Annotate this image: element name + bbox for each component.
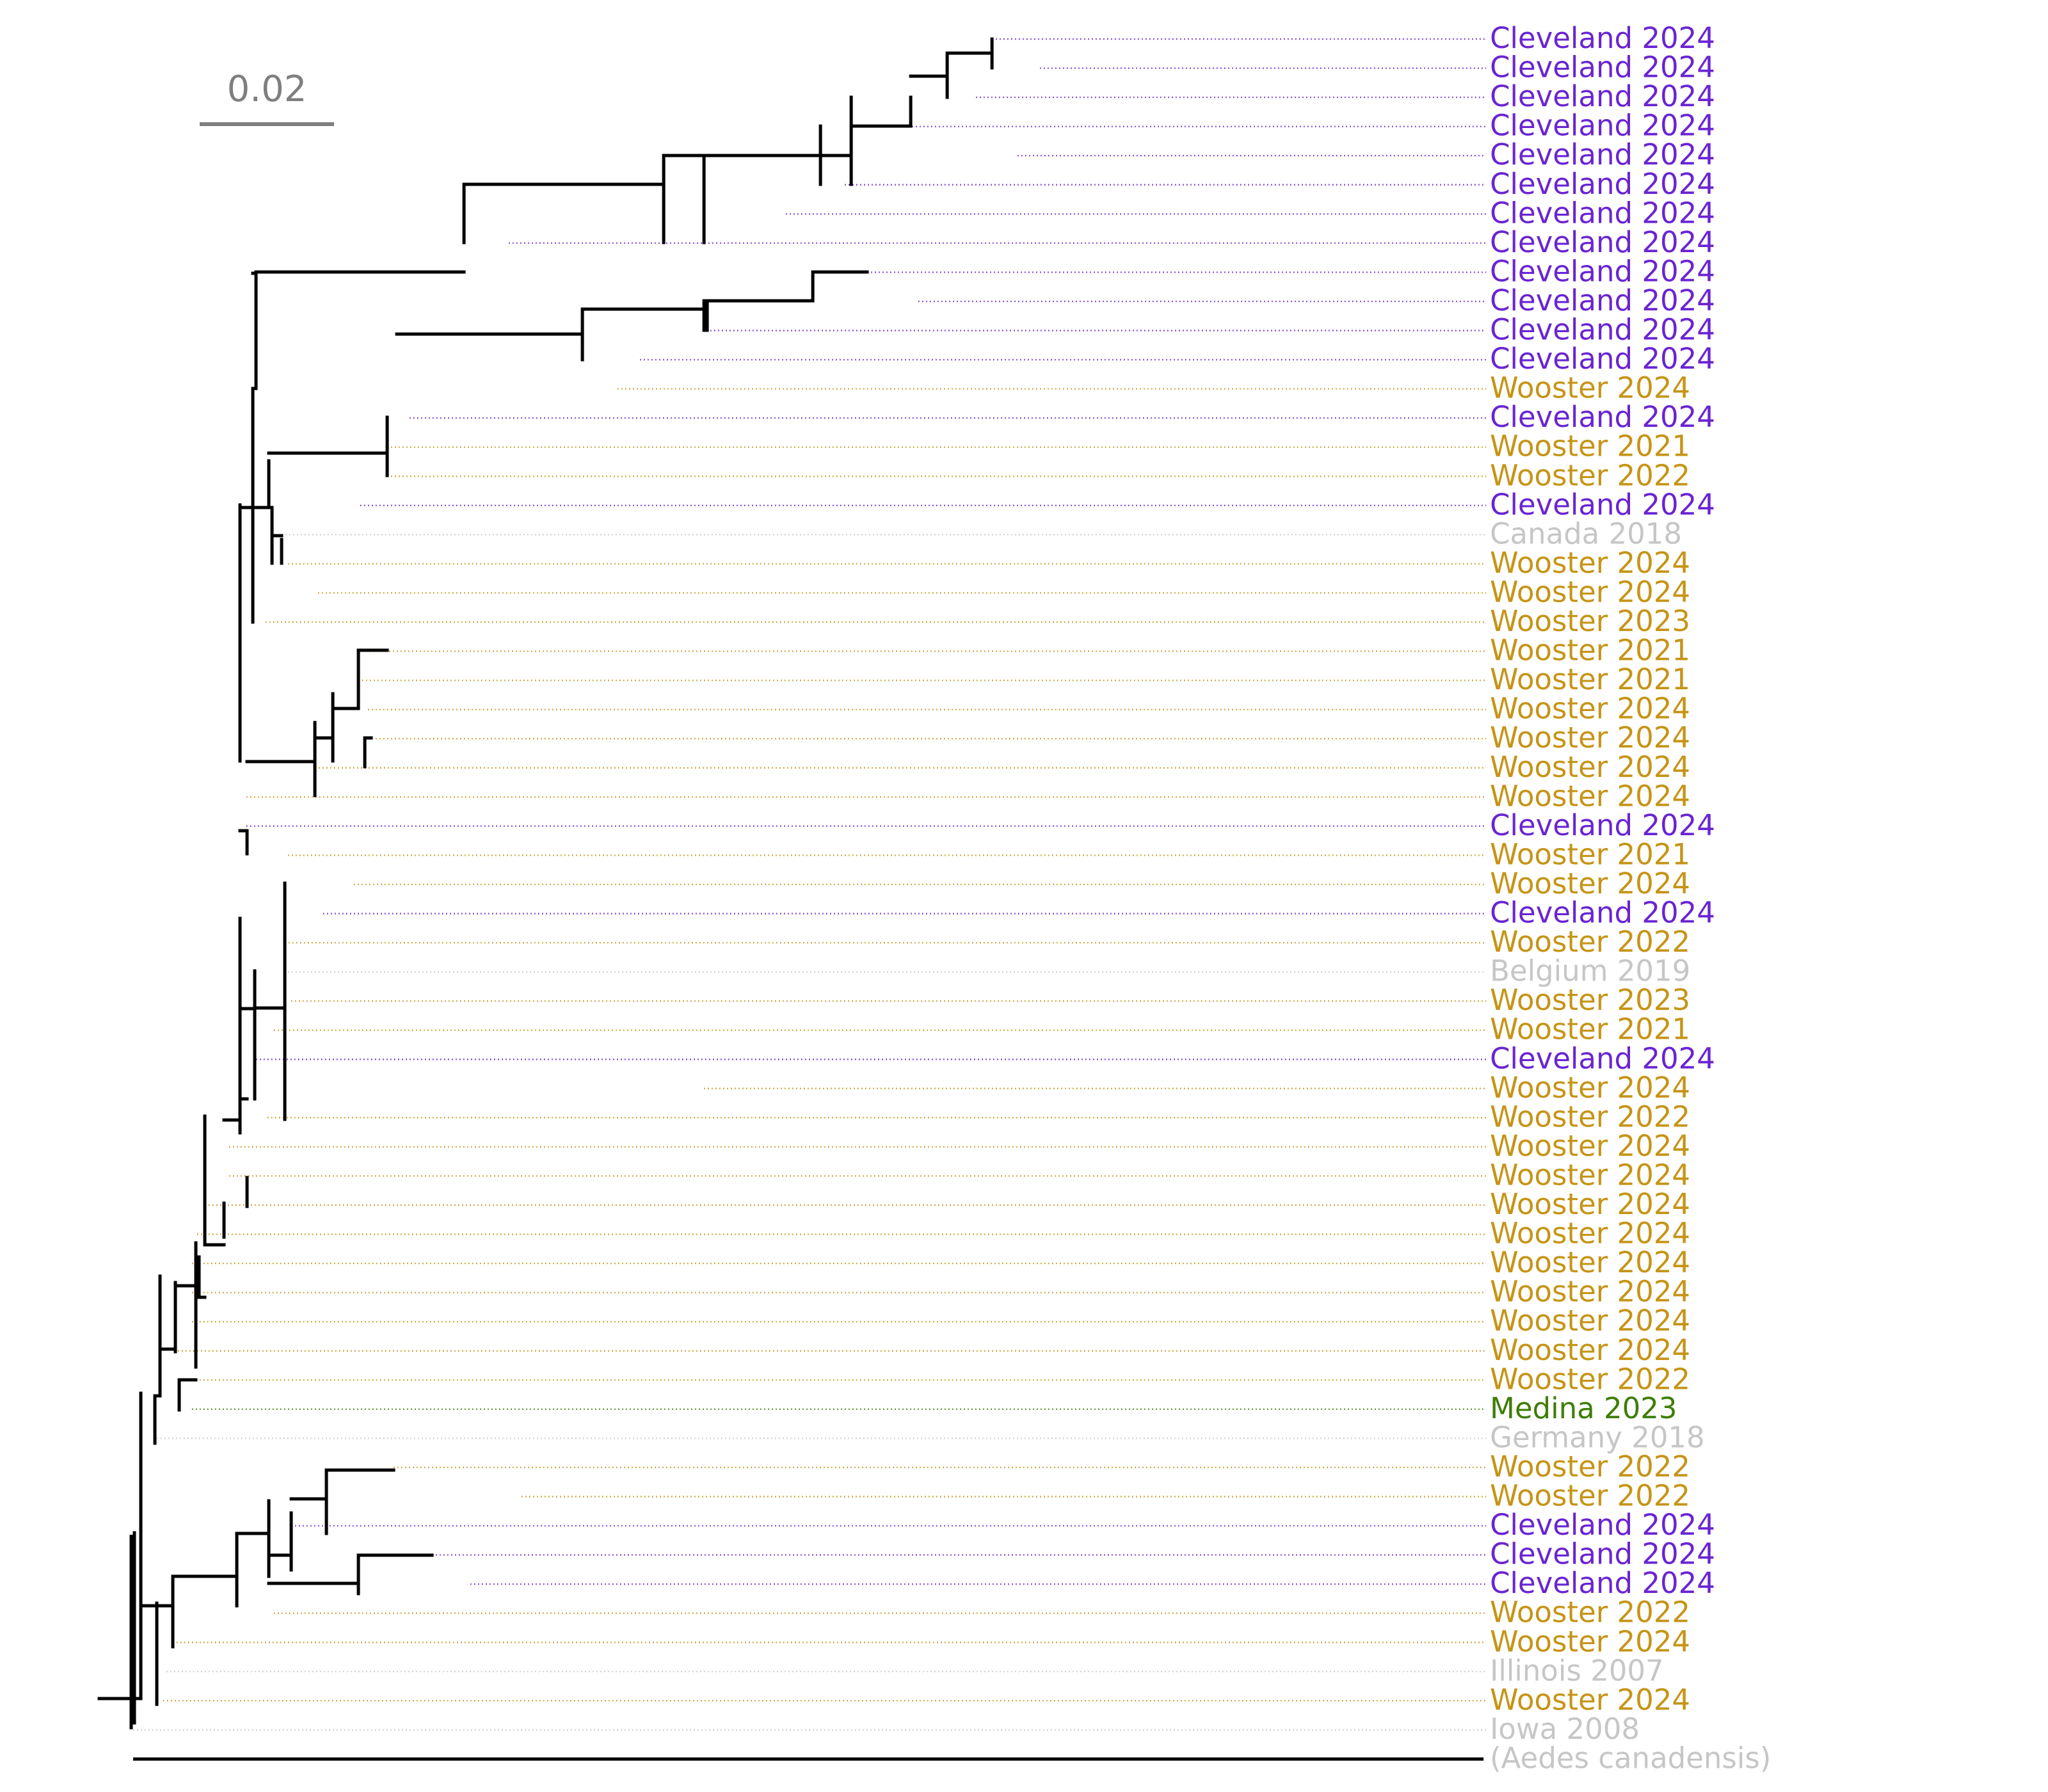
tip-label: Wooster 2024: [1490, 1275, 1690, 1309]
scale-bar-label: 0.02: [227, 68, 307, 110]
tip-label: Wooster 2022: [1490, 1479, 1690, 1513]
tip-leader-lines: [133, 38, 1486, 1731]
tip-label: Wooster 2024: [1490, 1333, 1690, 1367]
scale-bar: 0.02: [200, 68, 334, 126]
tip-label: Wooster 2024: [1490, 1245, 1690, 1279]
tip-label: Cleveland 2024: [1490, 109, 1715, 143]
tip-label: Cleveland 2024: [1490, 313, 1715, 347]
tip-label: Iowa 2008: [1490, 1712, 1640, 1746]
tip-label: Canada 2018: [1490, 516, 1682, 550]
tip-label: Cleveland 2024: [1490, 21, 1715, 55]
tip-label: Cleveland 2024: [1490, 1566, 1715, 1600]
tip-label: Cleveland 2024: [1490, 1041, 1715, 1075]
tip-label: Cleveland 2024: [1490, 225, 1715, 259]
tip-label: Cleveland 2024: [1490, 400, 1715, 434]
tip-label: Wooster 2024: [1490, 1304, 1690, 1338]
tip-label: Cleveland 2024: [1490, 808, 1715, 842]
tip-label: Wooster 2024: [1490, 546, 1690, 580]
tip-label: Wooster 2022: [1490, 1450, 1690, 1484]
tip-label: Cleveland 2024: [1490, 1508, 1715, 1542]
tip-label: Cleveland 2024: [1490, 79, 1715, 113]
tip-label: Cleveland 2024: [1490, 51, 1715, 84]
tip-label: Belgium 2019: [1490, 954, 1690, 988]
tip-label: Wooster 2024: [1490, 692, 1690, 726]
tip-label: Wooster 2023: [1490, 983, 1690, 1017]
tip-label: Wooster 2024: [1490, 779, 1690, 813]
tip-label: Wooster 2021: [1490, 1012, 1690, 1046]
tip-label: Wooster 2022: [1490, 458, 1690, 492]
tip-label: Wooster 2024: [1490, 1683, 1690, 1716]
tip-label: Wooster 2023: [1490, 604, 1690, 638]
tip-label: Wooster 2024: [1490, 721, 1690, 755]
tip-label: Cleveland 2024: [1490, 284, 1715, 317]
tip-label: Germany 2018: [1490, 1420, 1705, 1454]
tip-label: Cleveland 2024: [1490, 488, 1715, 522]
tip-label: Wooster 2021: [1490, 634, 1690, 668]
tip-label: Wooster 2024: [1490, 750, 1690, 784]
tip-label: (Aedes canadensis): [1490, 1741, 1771, 1775]
tip-label: Cleveland 2024: [1490, 254, 1715, 288]
tip-label: Wooster 2024: [1490, 575, 1690, 609]
tree-branches: [97, 37, 1484, 1761]
tip-label: Wooster 2024: [1490, 1129, 1690, 1163]
tip-label: Cleveland 2024: [1490, 342, 1715, 376]
tip-label: Cleveland 2024: [1490, 167, 1715, 201]
tip-label: Wooster 2024: [1490, 1071, 1690, 1105]
tip-label: Wooster 2024: [1490, 371, 1690, 405]
tip-label: Wooster 2024: [1490, 1217, 1690, 1251]
tip-label: Wooster 2022: [1490, 1100, 1690, 1133]
tip-label: Wooster 2022: [1490, 1596, 1690, 1629]
tip-label: Medina 2023: [1490, 1391, 1677, 1425]
tip-label: Wooster 2024: [1490, 867, 1690, 900]
tip-label: Wooster 2024: [1490, 1187, 1690, 1221]
tip-label: Wooster 2021: [1490, 662, 1690, 696]
tip-label: Cleveland 2024: [1490, 138, 1715, 172]
tip-label: Illinois 2007: [1490, 1654, 1664, 1688]
tip-label: Wooster 2021: [1490, 429, 1690, 463]
tip-label: Wooster 2024: [1490, 1158, 1690, 1192]
tip-label: Cleveland 2024: [1490, 1537, 1715, 1571]
tip-label: Wooster 2021: [1490, 837, 1690, 871]
tip-label: Cleveland 2024: [1490, 896, 1715, 930]
tip-label: Wooster 2022: [1490, 925, 1690, 959]
tip-label: Wooster 2024: [1490, 1624, 1690, 1658]
tip-label: Cleveland 2024: [1490, 196, 1715, 230]
tip-label: Wooster 2022: [1490, 1362, 1690, 1396]
